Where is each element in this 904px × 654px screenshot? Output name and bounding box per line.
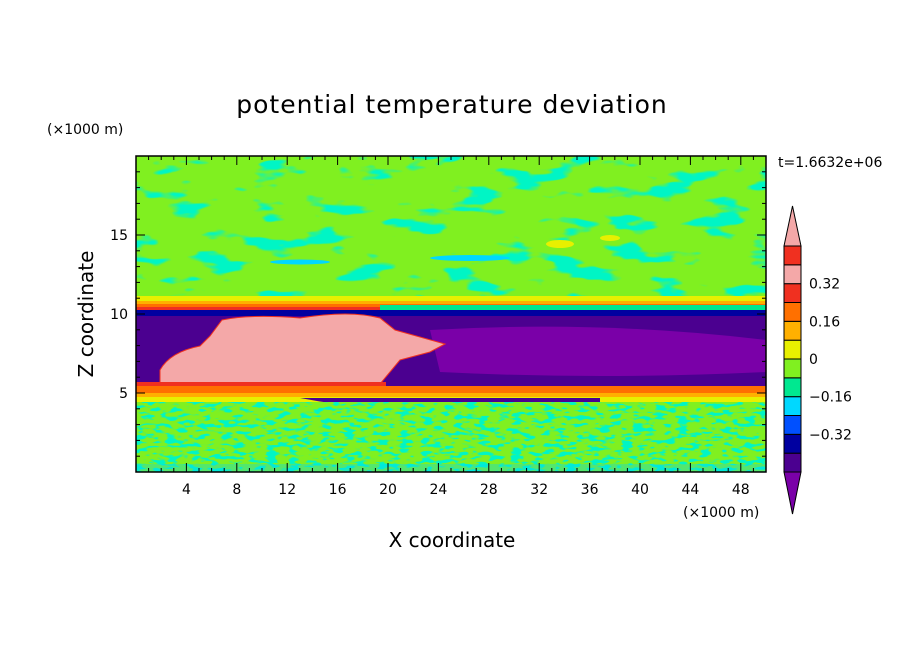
y-axis-ticks: 5 10 15 <box>110 171 766 457</box>
x-units-label: (×1000 m) <box>683 505 759 521</box>
colorbar-label: 0.32 <box>809 277 840 293</box>
colorbar-swatch <box>783 264 802 285</box>
warm-anomaly <box>159 313 447 385</box>
y-tick-label: 10 <box>110 307 128 323</box>
colorbar-swatch <box>783 433 802 454</box>
x-tick-label: 32 <box>530 482 548 498</box>
colorbar-swatch <box>783 245 802 266</box>
x-tick-label: 36 <box>581 482 599 498</box>
x-tick-label: 4 <box>182 482 191 498</box>
colorbar-extend-high <box>783 205 802 247</box>
colorbar: 0.32 0.16 0 −0.16 −0.32 <box>783 205 852 515</box>
x-tick-label: 12 <box>278 482 296 498</box>
colorbar-swatch <box>783 377 802 398</box>
x-axis-label: X coordinate <box>389 528 516 552</box>
x-tick-label: 8 <box>232 482 241 498</box>
chart-title: potential temperature deviation <box>236 90 667 119</box>
colorbar-swatch <box>783 339 802 360</box>
colorbar-swatch <box>783 396 802 416</box>
colorbar-extend-low <box>783 471 802 515</box>
x-tick-label: 40 <box>631 482 649 498</box>
y-units-label: (×1000 m) <box>47 122 123 138</box>
colorbar-swatch <box>783 302 802 322</box>
time-label: t=1.6632e+06 <box>778 155 882 171</box>
heatmap-field <box>136 156 766 472</box>
x-tick-label: 48 <box>732 482 750 498</box>
colorbar-swatch <box>783 320 802 341</box>
x-axis-ticks: 4 8 12 16 20 24 28 32 36 40 44 48 <box>148 156 754 498</box>
colorbar-label: 0.16 <box>809 314 840 330</box>
x-tick-label: 24 <box>429 482 447 498</box>
x-tick-label: 28 <box>480 482 498 498</box>
colorbar-label: −0.32 <box>809 427 852 443</box>
colorbar-swatch <box>783 283 802 303</box>
x-tick-label: 44 <box>681 482 699 498</box>
x-tick-label: 20 <box>379 482 397 498</box>
colorbar-label: −0.16 <box>809 390 852 406</box>
y-axis-label: Z coordinate <box>74 251 98 378</box>
colorbar-swatch <box>783 358 802 379</box>
colorbar-swatch <box>783 452 802 473</box>
colorbar-swatch <box>783 415 802 435</box>
y-tick-label: 15 <box>110 228 128 244</box>
y-tick-label: 5 <box>119 386 128 402</box>
colorbar-label: 0 <box>809 352 818 368</box>
x-tick-label: 16 <box>329 482 347 498</box>
